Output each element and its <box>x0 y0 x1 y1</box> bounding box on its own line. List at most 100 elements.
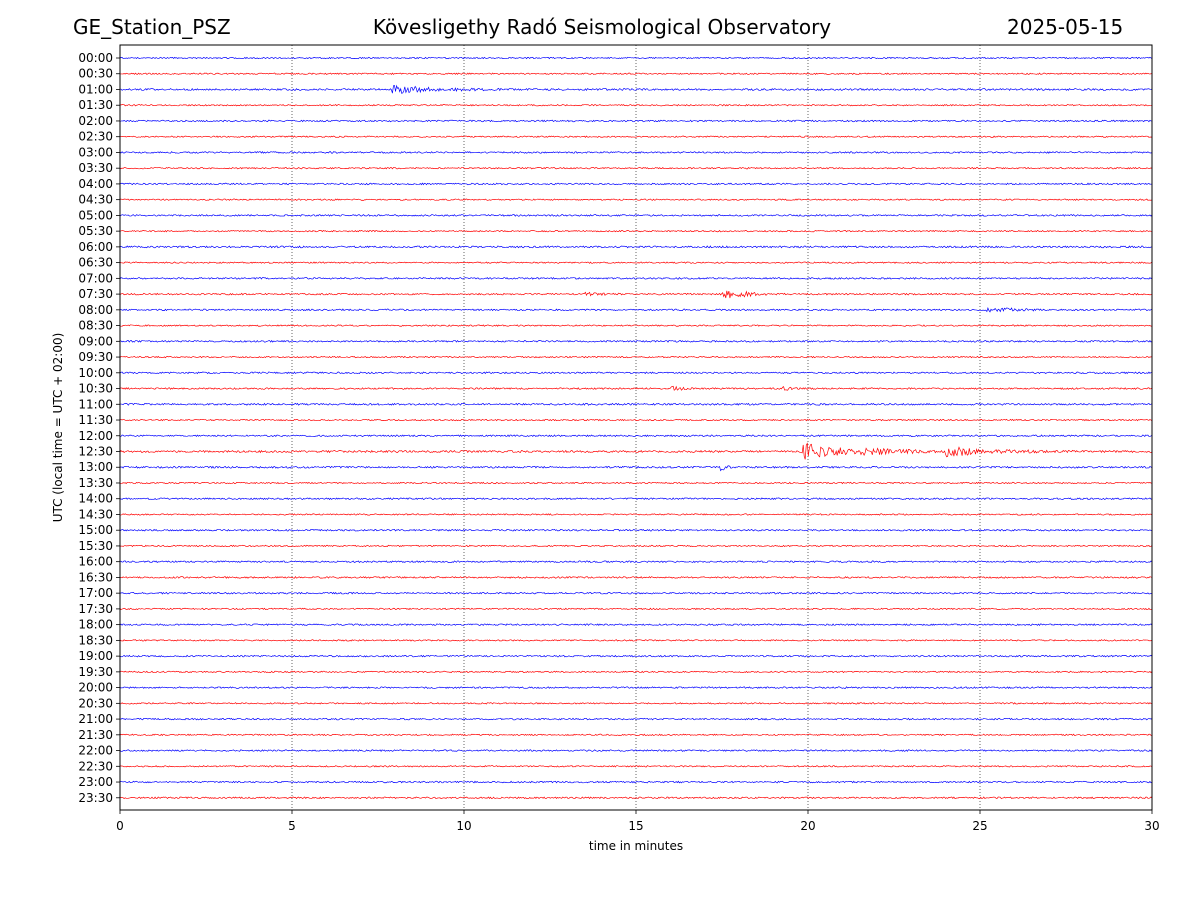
seismic-trace <box>119 307 1153 313</box>
y-tick-label: 07:00 <box>78 271 113 285</box>
seismic-trace <box>119 229 1153 233</box>
y-tick-label: 11:30 <box>78 413 113 427</box>
y-tick-label: 05:00 <box>78 208 113 222</box>
y-tick-label: 09:00 <box>78 334 113 348</box>
seismic-trace <box>119 182 1153 186</box>
seismic-trace <box>119 290 1153 299</box>
y-tick-label: 00:30 <box>78 67 113 81</box>
plot-date: 2025-05-15 <box>1007 15 1124 39</box>
y-tick-label: 19:00 <box>78 649 113 663</box>
y-tick-label: 17:00 <box>78 586 113 600</box>
y-tick-label: 16:00 <box>78 555 113 569</box>
seismic-trace <box>119 151 1153 154</box>
y-tick-label: 23:00 <box>78 775 113 789</box>
seismic-trace <box>119 56 1153 60</box>
seismic-trace <box>119 198 1153 201</box>
y-tick-label: 06:30 <box>78 256 113 270</box>
seismic-trace <box>119 497 1153 501</box>
seismic-trace <box>119 717 1153 721</box>
seismic-trace <box>119 733 1153 737</box>
seismic-trace <box>119 544 1153 548</box>
seismic-trace <box>119 465 1153 472</box>
x-tick-label: 20 <box>800 819 815 833</box>
x-axis-label: time in minutes <box>589 839 683 853</box>
seismic-trace <box>119 560 1153 564</box>
y-tick-label: 01:30 <box>78 98 113 112</box>
y-tick-label: 02:00 <box>78 114 113 128</box>
seismic-trace <box>119 84 1153 94</box>
seismic-trace <box>120 72 1153 75</box>
seismic-trace <box>119 780 1153 784</box>
y-tick-label: 10:30 <box>78 382 113 396</box>
seismic-trace <box>119 103 1153 107</box>
seismic-trace <box>119 686 1153 689</box>
y-tick-label: 08:30 <box>78 319 113 333</box>
y-tick-label: 04:00 <box>78 177 113 191</box>
y-tick-label: 21:00 <box>78 712 113 726</box>
y-tick-label: 15:30 <box>78 539 113 553</box>
y-tick-label: 12:30 <box>78 445 113 459</box>
seismic-trace <box>119 670 1153 674</box>
y-tick-label: 07:30 <box>78 287 113 301</box>
seismic-trace <box>119 623 1153 627</box>
y-tick-label: 00:00 <box>78 51 113 65</box>
seismic-trace <box>119 528 1153 532</box>
seismic-trace <box>119 749 1153 752</box>
y-axis-label: UTC (local time = UTC + 02:00) <box>51 333 65 523</box>
seismic-trace <box>119 513 1153 516</box>
y-tick-label: 05:30 <box>78 224 113 238</box>
y-tick-label: 12:00 <box>78 429 113 443</box>
x-tick-label: 25 <box>972 819 987 833</box>
y-tick-label: 19:30 <box>78 665 113 679</box>
seismic-trace <box>119 654 1153 658</box>
y-tick-label: 04:30 <box>78 193 113 207</box>
station-name: GE_Station_PSZ <box>73 15 231 39</box>
x-tick-label: 30 <box>1144 819 1159 833</box>
seismic-trace <box>119 418 1153 422</box>
seismic-trace <box>119 355 1153 359</box>
seismic-trace <box>119 607 1153 611</box>
seismic-trace <box>119 796 1153 800</box>
seismic-trace <box>119 339 1153 343</box>
seismic-trace <box>119 135 1153 138</box>
y-tick-label: 02:30 <box>78 130 113 144</box>
y-tick-label: 13:00 <box>78 460 113 474</box>
y-tick-label: 03:00 <box>78 145 113 159</box>
x-tick-label: 15 <box>628 819 643 833</box>
y-tick-label: 18:00 <box>78 618 113 632</box>
y-tick-label: 14:00 <box>78 492 113 506</box>
seismic-trace <box>119 245 1153 249</box>
y-tick-label: 01:00 <box>78 82 113 96</box>
seismic-trace <box>119 702 1153 705</box>
y-tick-label: 03:30 <box>78 161 113 175</box>
seismic-trace <box>119 324 1153 327</box>
x-tick-label: 5 <box>288 819 296 833</box>
observatory-title: Kövesligethy Radó Seismological Observat… <box>372 15 832 39</box>
y-tick-label: 17:30 <box>78 602 113 616</box>
seismic-trace <box>119 434 1153 438</box>
seismic-trace <box>119 442 1153 460</box>
seismic-trace <box>119 481 1153 485</box>
seismic-trace <box>119 639 1153 642</box>
y-tick-label: 14:30 <box>78 507 113 521</box>
y-tick-label: 13:30 <box>78 476 113 490</box>
seismic-trace <box>119 402 1153 406</box>
seismic-trace <box>119 276 1153 280</box>
seismic-trace <box>119 591 1153 595</box>
seismic-trace <box>119 214 1153 217</box>
y-tick-label: 08:00 <box>78 303 113 317</box>
x-tick-label: 0 <box>116 819 124 833</box>
y-tick-label: 22:30 <box>78 759 113 773</box>
x-tick-label: 10 <box>456 819 471 833</box>
y-tick-label: 11:00 <box>78 397 113 411</box>
y-tick-label: 20:30 <box>78 696 113 710</box>
y-tick-label: 15:00 <box>78 523 113 537</box>
y-tick-label: 23:30 <box>78 791 113 805</box>
y-tick-label: 18:30 <box>78 633 113 647</box>
y-tick-label: 22:00 <box>78 744 113 758</box>
y-tick-label: 20:00 <box>78 681 113 695</box>
seismic-trace <box>119 166 1153 170</box>
y-tick-label: 16:30 <box>78 570 113 584</box>
